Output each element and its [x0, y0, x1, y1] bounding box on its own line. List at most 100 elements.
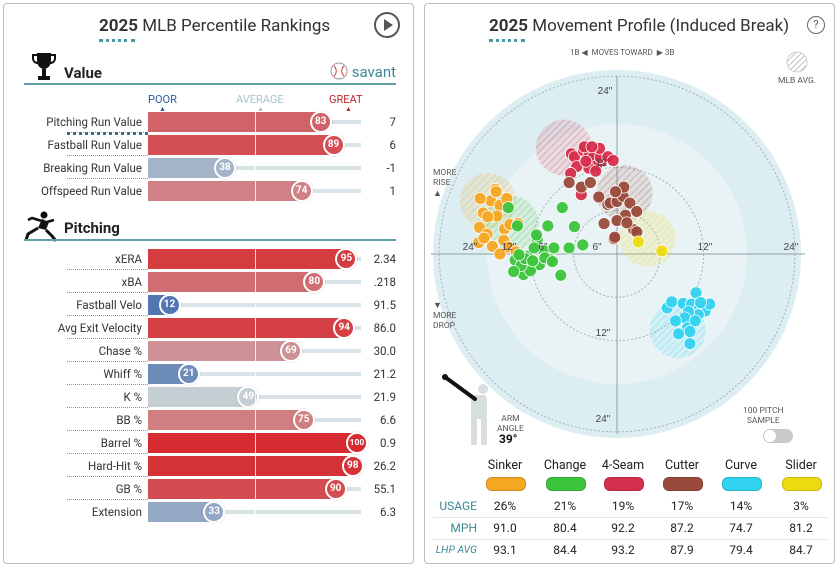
percentile-badge: 12: [158, 294, 181, 316]
pitch-mph: 74.7: [729, 521, 753, 535]
ring-label-6-far-left: 6": [538, 242, 548, 253]
sample-toggle-label: 100 PITCH SAMPLE: [743, 406, 784, 426]
pitch-point-change: [562, 241, 576, 255]
percentile-bar: [148, 272, 313, 292]
metric-value: .218: [373, 275, 396, 289]
pitch-point-change: [512, 248, 526, 262]
pitch-point-change: [527, 241, 541, 255]
pitch-point-slider: [655, 244, 669, 258]
ring-label-24-left: 24": [463, 242, 478, 253]
pitch-color-swatch[interactable]: [722, 477, 762, 491]
pitch-point-change: [507, 265, 521, 278]
scale-poor-marker: ▲: [159, 105, 166, 113]
pitching-heading: Pitching: [64, 219, 120, 237]
movement-title: 2025 Movement Profile (Induced Break): [489, 16, 790, 36]
pitch-point-sinker: [473, 192, 487, 205]
pitch-mph: 80.4: [553, 521, 577, 535]
row-separator: [67, 453, 148, 454]
pitcher-icon: [24, 210, 58, 248]
pitch-lhp-avg: 84.4: [553, 543, 577, 557]
metric-value: 26.2: [373, 459, 396, 473]
metric-label: GB %: [115, 482, 142, 496]
pitch-point-curve: [672, 327, 685, 341]
ring-label-12-bottom: 12": [596, 328, 611, 339]
question-icon[interactable]: ?: [807, 16, 825, 34]
metric-value: -1: [386, 161, 396, 175]
movement-title-underline: [489, 39, 525, 42]
pitch-color-swatch[interactable]: [782, 477, 822, 491]
row-separator: [67, 155, 148, 156]
pitch-mph: 87.2: [670, 521, 694, 535]
scale-great: GREAT: [329, 93, 363, 106]
ring-label-12-left: 12": [502, 242, 517, 253]
pitch-name: Cutter: [664, 458, 700, 473]
percentile-bar: [148, 433, 355, 453]
pitch-point-cutter: [562, 176, 576, 189]
metric-value: 91.5: [373, 298, 396, 312]
pitch-usage: 21%: [553, 499, 577, 513]
percentile-badge: 95: [335, 248, 358, 270]
arm-angle-figure: [439, 369, 495, 451]
pitch-color-swatch[interactable]: [604, 477, 644, 491]
pitch-color-swatch[interactable]: [663, 477, 703, 491]
percentile-badge: 74: [290, 180, 313, 202]
percentile-badge: 75: [292, 409, 315, 431]
row-separator: [67, 384, 148, 385]
table-row-label: LHP AVG: [435, 543, 477, 556]
pitch-point-change: [511, 219, 524, 233]
metric-value: 2.34: [373, 252, 396, 266]
pitch-point-cutter: [623, 196, 637, 210]
pitch-point-4-seam: [589, 164, 603, 178]
moves-toward-label: 1B ◀ MOVES TOWARD ▶ 3B: [570, 48, 675, 57]
metric-label: BB %: [116, 413, 142, 427]
pitch-point-change: [555, 201, 569, 215]
pitch-point-curve: [694, 296, 708, 310]
pitch-point-change: [554, 268, 568, 282]
percentile-bar: [148, 364, 187, 384]
scale-great-marker: ▲: [345, 105, 352, 113]
percentile-bar: [148, 249, 345, 269]
percentile-bar: [148, 341, 289, 361]
pitch-point-curve: [665, 295, 679, 309]
row-separator: [67, 476, 148, 477]
metric-value: 0.9: [380, 436, 396, 450]
pitch-point-4-seam: [585, 140, 599, 154]
pitch-point-4-seam: [579, 154, 593, 168]
pitch-color-swatch[interactable]: [546, 477, 586, 491]
pitch-point-change: [501, 201, 515, 215]
pitch-usage: 3%: [793, 499, 809, 513]
pitch-name: Slider: [785, 458, 817, 473]
percentile-bar: [148, 158, 223, 178]
pitch-mph: 92.2: [611, 521, 635, 535]
sample-toggle-knob: [764, 430, 776, 442]
metric-label: Fastball Velo: [76, 298, 142, 312]
pitch-mph: 91.0: [493, 521, 517, 535]
metric-label: K %: [123, 390, 143, 404]
sample-toggle[interactable]: [763, 429, 793, 443]
pitch-point-curve: [688, 314, 702, 328]
metric-value: 6.3: [380, 505, 396, 519]
pitch-lhp-avg: 87.9: [670, 543, 694, 557]
metric-label: Whiff %: [103, 367, 142, 381]
pitch-point-curve: [683, 325, 697, 338]
row-separator: [67, 178, 148, 179]
percentile-bar: [148, 181, 300, 201]
row-separator: [67, 407, 148, 408]
pitching-divider: [24, 239, 396, 241]
highlight-underline: [67, 132, 148, 135]
row-separator: [67, 338, 148, 339]
pitch-usage: 17%: [670, 499, 694, 513]
pitch-point-change: [530, 228, 543, 242]
scale-average: AVERAGE: [236, 93, 284, 106]
pitch-point-cutter: [592, 190, 606, 204]
row-separator: [67, 315, 148, 316]
play-icon[interactable]: [374, 12, 400, 38]
metric-label: Avg Exit Velocity: [57, 321, 142, 335]
metric-value: 21.2: [373, 367, 396, 381]
percentile-rankings-panel: 2025 MLB Percentile Rankings Value savan…: [3, 3, 414, 564]
more-drop-label: ▼ MORE DROP: [433, 301, 457, 331]
savant-logo[interactable]: savant: [330, 62, 396, 81]
pitch-color-swatch[interactable]: [486, 477, 526, 491]
percentile-badge: 89: [322, 134, 345, 156]
pitch-usage: 19%: [611, 499, 635, 513]
